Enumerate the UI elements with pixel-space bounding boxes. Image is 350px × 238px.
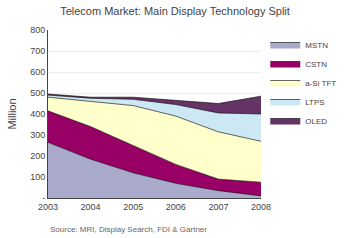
svg-text:a-Si TFT: a-Si TFT [305, 79, 336, 88]
svg-text:CSTN: CSTN [305, 60, 327, 69]
svg-text:OLED: OLED [305, 117, 327, 126]
svg-text:LTPS: LTPS [305, 98, 324, 107]
svg-text:700: 700 [30, 46, 45, 56]
svg-text:2003: 2003 [38, 202, 58, 212]
svg-text:400: 400 [30, 109, 45, 119]
svg-text:100: 100 [30, 172, 45, 182]
svg-text:2007: 2007 [208, 202, 228, 212]
svg-text:Source: MRI, Display Search, F: Source: MRI, Display Search, FDI & Gartn… [50, 225, 207, 234]
svg-text:MSTN: MSTN [305, 41, 328, 50]
svg-text:500: 500 [30, 88, 45, 98]
svg-text:2008: 2008 [251, 202, 271, 212]
svg-text:200: 200 [30, 151, 45, 161]
svg-text:2006: 2006 [166, 202, 186, 212]
svg-text:Telecom Market: Main Display T: Telecom Market: Main Display Technology … [60, 5, 290, 17]
svg-text:2005: 2005 [123, 202, 143, 212]
svg-text:300: 300 [30, 130, 45, 140]
svg-text:600: 600 [30, 67, 45, 77]
svg-text:2004: 2004 [81, 202, 101, 212]
svg-text:-: - [42, 193, 45, 203]
svg-text:800: 800 [30, 25, 45, 35]
svg-text:Million: Million [6, 98, 18, 129]
